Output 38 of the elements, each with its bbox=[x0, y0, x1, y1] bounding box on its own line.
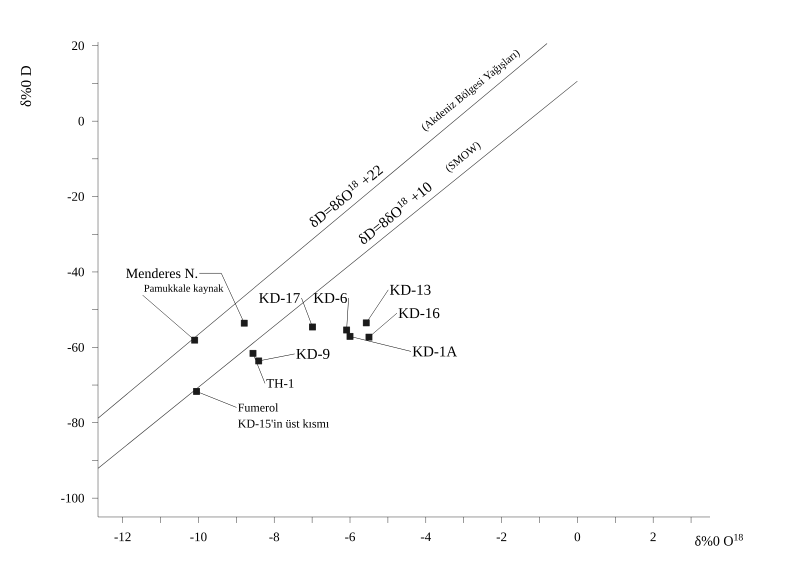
point bbox=[362, 319, 370, 326]
point bbox=[343, 326, 350, 334]
x-axis-title: δ%0 O$^{18}$ bbox=[695, 534, 743, 546]
x-tick-label: 0 bbox=[574, 532, 580, 542]
y-axis-title: δ%0 D bbox=[20, 66, 32, 106]
x-tick-label: -6 bbox=[345, 532, 356, 542]
annotation: KD-6 bbox=[314, 292, 347, 304]
point bbox=[366, 334, 372, 341]
annotation: KD-1A bbox=[412, 346, 458, 356]
x-tick-label: -4 bbox=[420, 532, 432, 542]
annotation: Fumerol bbox=[238, 403, 278, 412]
point bbox=[309, 324, 316, 330]
annotation: KD-9 bbox=[296, 348, 330, 359]
y-tick-label: 0 bbox=[78, 116, 84, 126]
y-tick-label: -60 bbox=[68, 342, 84, 352]
x-tick-label: -12 bbox=[114, 532, 131, 542]
x-tick-label: -8 bbox=[269, 532, 280, 542]
point bbox=[346, 333, 354, 340]
y-tick-label: -40 bbox=[68, 268, 84, 276]
y-tick-label: -100 bbox=[61, 494, 84, 503]
annotation: KD-15'in üst kısmı bbox=[238, 419, 330, 428]
annotation: Menderes N. bbox=[126, 268, 198, 278]
annotation: KD-17 bbox=[259, 293, 300, 303]
x-tick-label: -10 bbox=[190, 532, 207, 542]
y-tick-label: -80 bbox=[68, 418, 84, 428]
point bbox=[250, 350, 256, 357]
y-tick-label: 20 bbox=[72, 41, 84, 50]
point bbox=[255, 358, 262, 364]
x-tick-label: -2 bbox=[496, 532, 506, 542]
x-tick-label: 2 bbox=[650, 532, 656, 542]
annotation: TH-1 bbox=[266, 379, 294, 388]
annotation: KD-16 bbox=[398, 308, 440, 318]
point bbox=[191, 336, 198, 344]
point bbox=[240, 320, 248, 327]
point bbox=[193, 388, 200, 395]
annotation: Pamukkale kaynak bbox=[144, 284, 224, 294]
annotation: KD-13 bbox=[390, 284, 431, 295]
y-tick-label: -20 bbox=[68, 192, 84, 201]
